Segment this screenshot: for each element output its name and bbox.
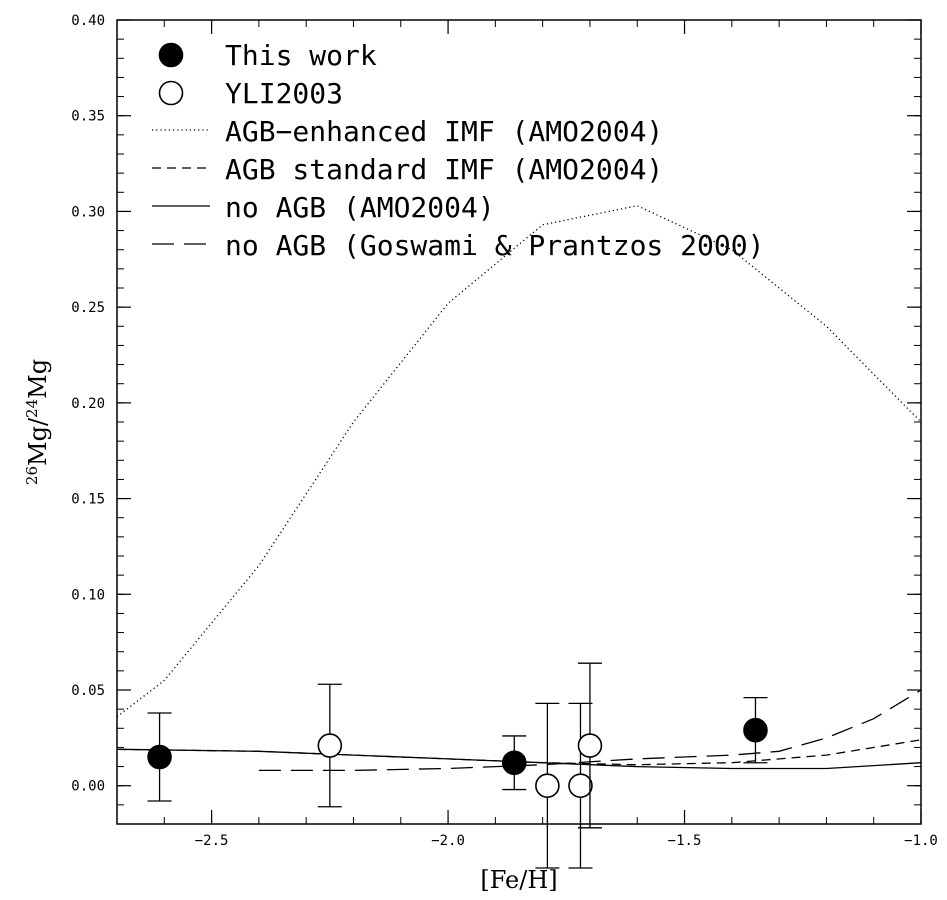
y-tick-label: 0.20: [71, 396, 105, 412]
y-tick-label: 0.15: [71, 492, 105, 508]
y-tick-label: 0.40: [71, 13, 105, 29]
legend-label: no AGB (AMO2004): [225, 191, 495, 224]
legend-label: AGB standard IMF (AMO2004): [225, 153, 663, 186]
point-yli2003: [317, 733, 343, 758]
y-tick-label: 0.25: [71, 300, 105, 316]
data-points: [147, 662, 768, 869]
tick-marks: [116, 19, 922, 825]
y-axis-label-tail: Mg: [24, 359, 52, 399]
x-axis-label: [Fe/H]: [480, 866, 557, 894]
y-axis-label-sup1: 26: [23, 466, 41, 485]
point-this-work: [743, 717, 768, 743]
y-tick-label: 0.05: [71, 683, 105, 699]
legend-label: This work: [225, 39, 377, 72]
tick-labels: 0.00 0.05 0.10 0.15 0.20 0.25 0.30 0.35 0.40 −2.5…: [71, 13, 938, 849]
y-tick-label: 0.00: [71, 779, 105, 795]
x-tick-label: −1.5: [668, 833, 702, 849]
legend-label: no AGB (Goswami & Prantzos 2000): [225, 229, 764, 262]
legend: This work YLI2003 AGB−enhanced IMF (AMO200…: [152, 39, 764, 262]
legend-marker-filled-circle: [158, 42, 184, 68]
curve-solid: [116, 748, 922, 770]
curve-dotted: [116, 205, 922, 718]
curve-long-dash: [258, 689, 922, 772]
y-tick-label: 0.30: [71, 204, 105, 220]
x-tick-label: −1.0: [904, 833, 938, 849]
x-tick-label: −2.5: [195, 833, 229, 849]
point-this-work: [501, 750, 527, 776]
y-axis-label: 26Mg/24Mg: [23, 359, 52, 485]
point-yli2003: [535, 773, 560, 799]
point-yli2003: [577, 733, 603, 758]
y-tick-label: 0.35: [71, 109, 105, 125]
y-axis-label-mid: Mg/: [24, 417, 52, 466]
legend-marker-open-circle: [158, 80, 184, 106]
x-tick-label: −2.0: [431, 833, 465, 849]
point-this-work: [147, 744, 172, 770]
model-curves: [116, 205, 922, 772]
legend-label: AGB−enhanced IMF (AMO2004): [225, 115, 663, 148]
legend-label: YLI2003: [225, 77, 343, 110]
y-axis-label-sup2: 24: [23, 399, 41, 418]
point-yli2003: [568, 773, 593, 799]
y-tick-label: 0.10: [71, 587, 105, 603]
